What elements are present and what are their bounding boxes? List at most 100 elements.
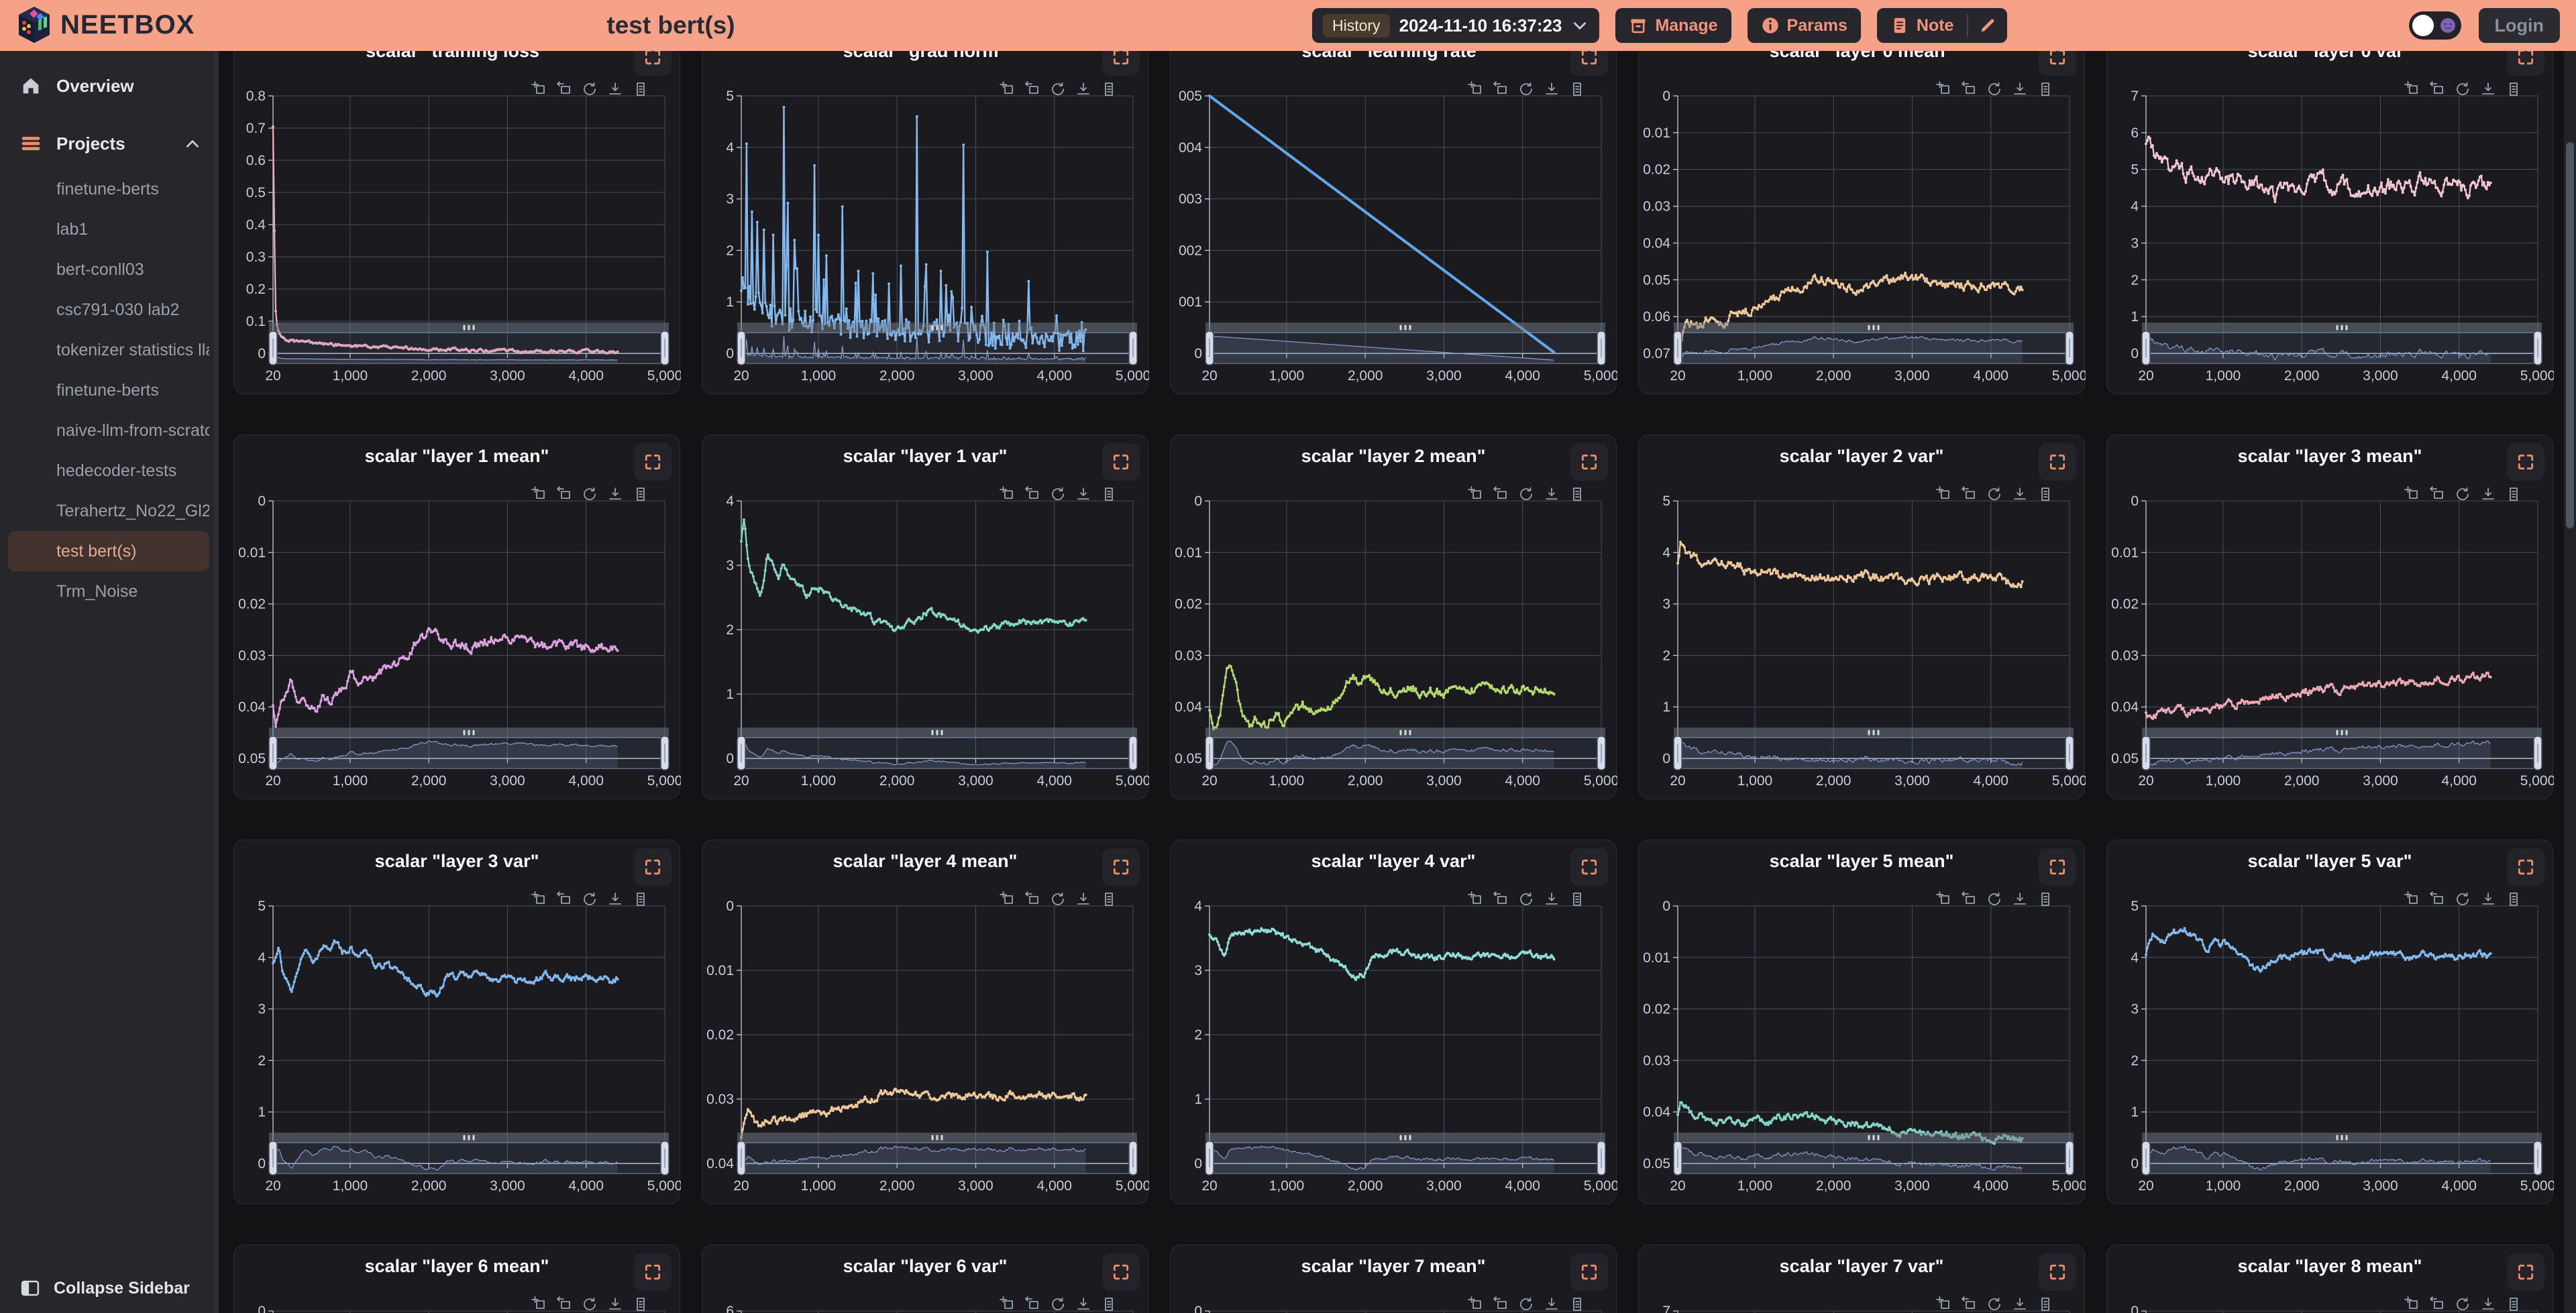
datazoom-slider[interactable] (2141, 728, 2542, 770)
toolbox-zoom-select-icon[interactable] (1468, 486, 1481, 499)
datazoom-handle-right[interactable] (1128, 331, 1138, 365)
toolbox-restore-icon[interactable] (1988, 892, 2000, 905)
toolbox-zoom-select-icon[interactable] (531, 891, 545, 904)
toolbox-zoom-select-icon[interactable] (1000, 891, 1013, 904)
toolbox-restore-icon[interactable] (1052, 82, 1064, 95)
datazoom-handle-left[interactable] (268, 1141, 278, 1176)
toolbox-zoom-reset-icon[interactable] (557, 486, 570, 499)
toolbox-restore-icon[interactable] (1988, 1297, 2000, 1310)
toolbox-zoom-select-icon[interactable] (1936, 1296, 1949, 1309)
toolbox-zoom-reset-icon[interactable] (1962, 81, 1975, 94)
manage-button[interactable]: Manage (1615, 8, 1731, 43)
datazoom-handle-right[interactable] (1597, 331, 1606, 365)
sidebar-project-item-9[interactable]: test bert(s) (8, 531, 209, 571)
toolbox-save-image-icon[interactable] (2014, 1298, 2026, 1310)
datazoom-handle-left[interactable] (1205, 736, 1214, 770)
toolbox-restore-icon[interactable] (584, 1297, 596, 1310)
sidebar-project-item-0[interactable]: finetune-berts (56, 180, 159, 198)
toolbox-zoom-select-icon[interactable] (1936, 486, 1949, 499)
toolbox-zoom-reset-icon[interactable] (1025, 1296, 1038, 1309)
sidebar-project-item-6[interactable]: naive-llm-from-scratch (56, 421, 209, 440)
datazoom-handle-left[interactable] (737, 1141, 746, 1176)
datazoom-slider[interactable] (2141, 1133, 2542, 1176)
datazoom-handle-left[interactable] (2141, 331, 2151, 365)
toolbox-zoom-reset-icon[interactable] (557, 81, 570, 94)
toolbox-zoom-select-icon[interactable] (1936, 891, 1949, 904)
toolbox-restore-icon[interactable] (1052, 487, 1064, 500)
toolbox-save-image-icon[interactable] (1546, 82, 1558, 95)
toolbox-save-image-icon[interactable] (1546, 488, 1558, 500)
datazoom-handle-right[interactable] (1128, 1141, 1138, 1176)
toolbox-data-view-icon[interactable] (2041, 893, 2049, 906)
sidebar-project-item-2[interactable]: bert-conll03 (56, 260, 144, 279)
toolbox-save-image-icon[interactable] (2482, 1298, 2494, 1310)
datazoom-slider[interactable] (1673, 728, 2074, 770)
params-button[interactable]: Params (1747, 8, 1861, 43)
toolbox-restore-icon[interactable] (1520, 1297, 1532, 1310)
datazoom-handle-right[interactable] (1597, 736, 1606, 770)
toolbox-data-view-icon[interactable] (2510, 893, 2518, 906)
toolbox-save-image-icon[interactable] (2014, 488, 2026, 500)
datazoom-handle-right[interactable] (2065, 736, 2074, 770)
toolbox-data-view-icon[interactable] (2041, 1298, 2049, 1311)
datazoom-handle-left[interactable] (1205, 331, 1214, 365)
datazoom-handle-left[interactable] (2141, 1141, 2151, 1176)
datazoom-handle-left[interactable] (2141, 736, 2151, 770)
datazoom-handle-right[interactable] (660, 1141, 669, 1176)
toolbox-save-image-icon[interactable] (1077, 488, 1089, 500)
fullscreen-button[interactable] (2039, 848, 2076, 886)
toolbox-data-view-icon[interactable] (1105, 893, 1113, 906)
toolbox-zoom-reset-icon[interactable] (2430, 486, 2443, 499)
toolbox-zoom-select-icon[interactable] (1000, 486, 1013, 499)
toolbox-zoom-select-icon[interactable] (2404, 1296, 2418, 1309)
toolbox-save-image-icon[interactable] (1077, 1298, 1089, 1310)
toolbox-zoom-select-icon[interactable] (531, 486, 545, 499)
toolbox-zoom-reset-icon[interactable] (2430, 891, 2443, 904)
toolbox-zoom-select-icon[interactable] (1468, 81, 1481, 94)
toolbox-data-view-icon[interactable] (1573, 1298, 1581, 1311)
fullscreen-button[interactable] (2039, 1253, 2076, 1291)
toolbox-zoom-reset-icon[interactable] (1962, 486, 1975, 499)
fullscreen-button[interactable] (1570, 848, 1608, 886)
toolbox-restore-icon[interactable] (1052, 892, 1064, 905)
toolbox-restore-icon[interactable] (584, 487, 596, 500)
toolbox-zoom-select-icon[interactable] (2404, 486, 2418, 499)
fullscreen-button[interactable] (1570, 1253, 1608, 1291)
note-button[interactable]: Note (1877, 8, 1968, 43)
toolbox-zoom-select-icon[interactable] (531, 1296, 545, 1309)
toolbox-zoom-select-icon[interactable] (2404, 81, 2418, 94)
toolbox-zoom-reset-icon[interactable] (2430, 1296, 2443, 1309)
toolbox-zoom-select-icon[interactable] (1000, 81, 1013, 94)
login-button[interactable]: Login (2478, 8, 2560, 43)
toolbox-data-view-icon[interactable] (637, 82, 645, 96)
toolbox-data-view-icon[interactable] (637, 893, 645, 906)
toolbox-zoom-reset-icon[interactable] (1025, 486, 1038, 499)
toolbox-data-view-icon[interactable] (1105, 82, 1113, 96)
sidebar-project-item-5[interactable]: finetune-berts (56, 381, 159, 400)
fullscreen-button[interactable] (2039, 443, 2076, 481)
datazoom-slider[interactable] (1205, 323, 1606, 365)
datazoom-handle-left[interactable] (737, 736, 746, 770)
toolbox-save-image-icon[interactable] (609, 488, 621, 500)
datazoom-slider[interactable] (1205, 728, 1606, 770)
datazoom-handle-left[interactable] (737, 331, 746, 365)
datazoom-handle-right[interactable] (1128, 736, 1138, 770)
datazoom-slider[interactable] (1673, 1133, 2074, 1176)
toolbox-data-view-icon[interactable] (2510, 1298, 2518, 1311)
theme-toggle[interactable] (2408, 11, 2461, 40)
datazoom-handle-left[interactable] (1673, 736, 1682, 770)
toolbox-restore-icon[interactable] (1988, 82, 2000, 95)
datazoom-handle-right[interactable] (2533, 1141, 2542, 1176)
toolbox-save-image-icon[interactable] (2482, 488, 2494, 500)
toolbox-data-view-icon[interactable] (2041, 488, 2049, 501)
datazoom-handle-right[interactable] (2065, 331, 2074, 365)
toolbox-zoom-select-icon[interactable] (1936, 81, 1949, 94)
sidebar-scrollbar[interactable] (213, 51, 219, 1313)
datazoom-handle-right[interactable] (660, 331, 669, 365)
sidebar-project-item-7[interactable]: hedecoder-tests (56, 461, 177, 480)
fullscreen-button[interactable] (634, 848, 672, 886)
toolbox-save-image-icon[interactable] (1077, 82, 1089, 95)
sidebar-project-item-3[interactable]: csc791-030 lab2 (56, 300, 180, 319)
sidebar-project-item-10[interactable]: Trm_Noise (56, 582, 138, 601)
toolbox-restore-icon[interactable] (584, 82, 596, 95)
